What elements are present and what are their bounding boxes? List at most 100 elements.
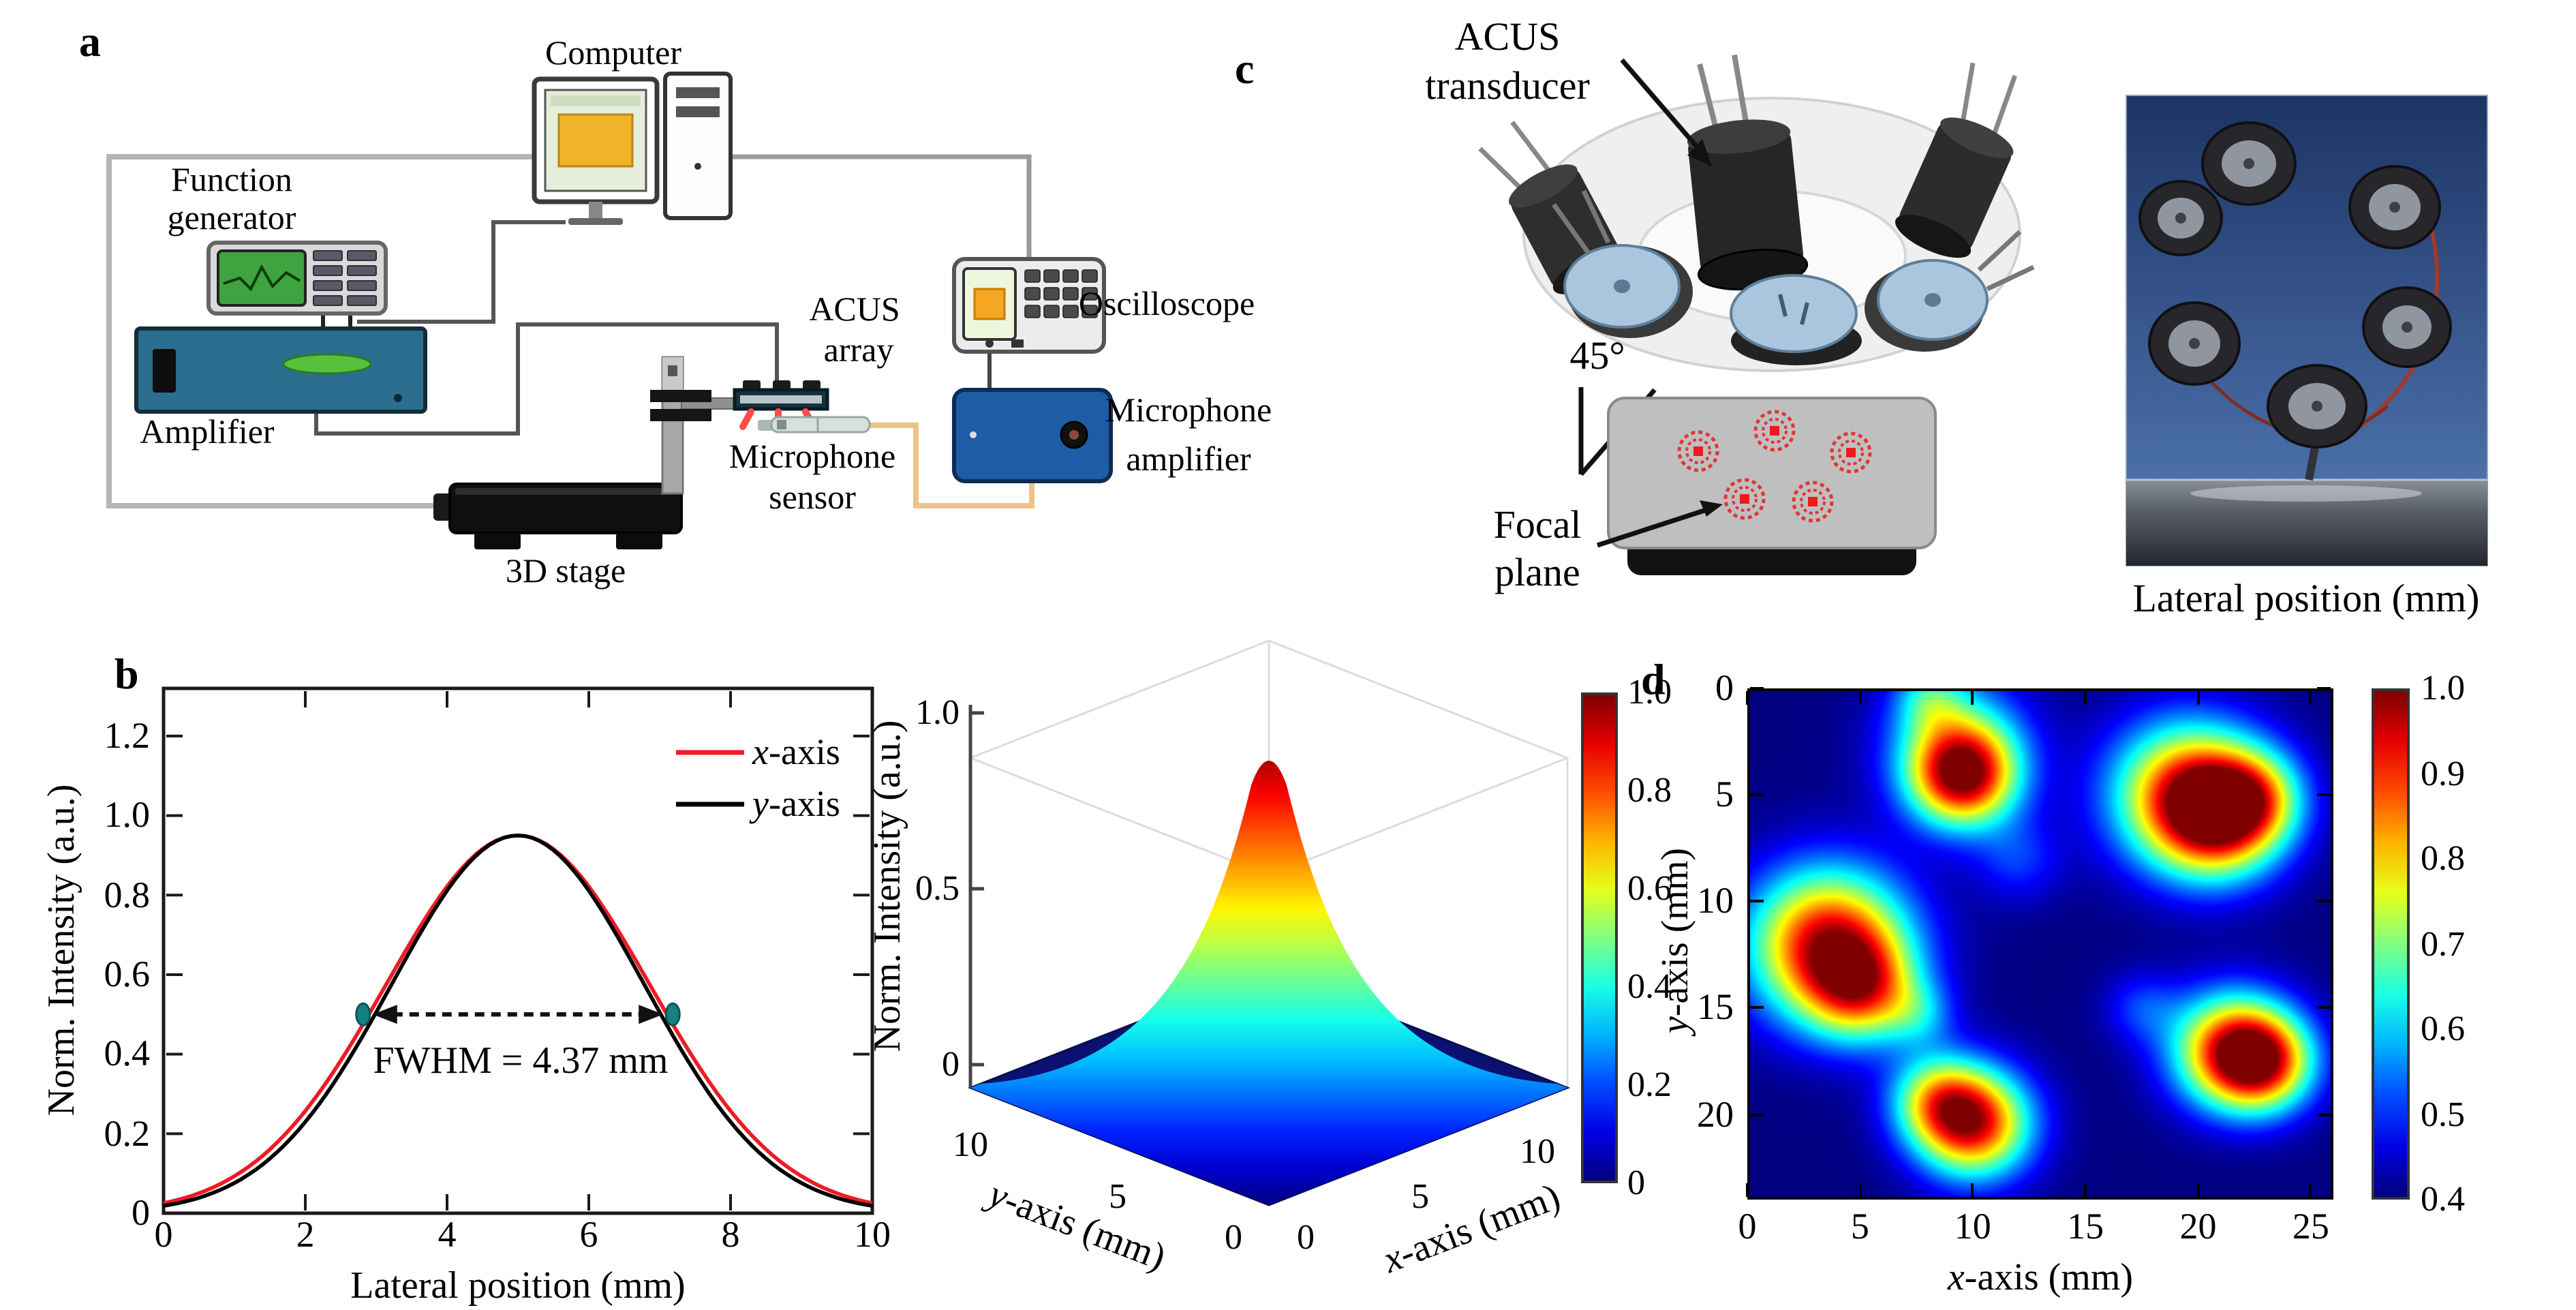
acus-transducer-icon [1730, 274, 1862, 365]
microphone-amplifier-label-line2: amplifier [1126, 442, 1251, 478]
microphone-sensor-label-line2: sensor [769, 480, 856, 517]
b3d-z-tick: 0.5 [915, 868, 960, 908]
angle-45-label: 45° [1569, 335, 1625, 378]
d-y-tick: 0 [1715, 667, 1734, 708]
d-x-tick: 0 [1738, 1206, 1757, 1247]
b3d-x-tick: 10 [1520, 1131, 1555, 1171]
microphone-sensor-label-line1: Microphone [729, 439, 896, 476]
function-generator-label-line2: generator [167, 200, 296, 237]
d-tick-mark [1750, 1006, 1764, 1009]
focal-spot-icon [1792, 481, 1834, 523]
b-plot-x-tick: 10 [854, 1214, 891, 1255]
function-generator-icon [206, 241, 388, 316]
d-tick-mark [2317, 687, 2331, 690]
plot-frame [162, 686, 874, 1215]
stage-3d-icon [433, 483, 683, 549]
d-tick-mark [2084, 1183, 2087, 1197]
d-x-tick: 15 [2067, 1206, 2104, 1247]
d-colorbar-tick: 0.4 [2421, 1179, 2465, 1219]
b3d-colorbar-tick: 0.6 [1627, 868, 1672, 908]
d-colorbar-tick: 0.9 [2421, 753, 2465, 793]
stage-3d-label: 3D stage [505, 553, 626, 590]
d-colorbar-tick: 0.5 [2421, 1094, 2465, 1133]
d-y-tick: 10 [1697, 880, 1734, 921]
pole-icon [650, 356, 739, 495]
b3d-x-tick: 0 [1297, 1217, 1315, 1257]
d-tick-mark [2309, 691, 2312, 705]
oscilloscope-icon [952, 257, 1106, 354]
wire-computer-stage [106, 154, 534, 508]
b3d-colorbar-tick: 0.2 [1627, 1065, 1672, 1104]
wire-amplifier-array [314, 322, 779, 436]
wire-sensor-micamp [868, 423, 1034, 508]
d-x-tick: 20 [2179, 1206, 2217, 1247]
wire-computer-oscilloscope [731, 154, 1032, 262]
b3d-y-tick: 5 [1109, 1176, 1126, 1216]
d-tick-mark [2196, 691, 2200, 705]
wire-computer-generator [357, 220, 566, 324]
d-tick-mark [2317, 1006, 2331, 1009]
b-plot-y-tick: 0.6 [104, 953, 151, 994]
d-tick-mark [2317, 900, 2331, 903]
b3d-z-tick: 0 [942, 1044, 960, 1084]
computer-label: Computer [545, 35, 681, 72]
acus-transducer-icon [1895, 62, 2018, 258]
b-plot-y-tick: 0.4 [104, 1033, 151, 1074]
focal-plane-label-line1: Focal [1493, 504, 1582, 547]
d-tick-mark [1746, 691, 1749, 705]
fwhm-marker [355, 1002, 371, 1026]
b-plot-x-tick: 8 [721, 1214, 740, 1255]
fwhm-arrowhead-right [639, 1005, 664, 1024]
b3d-colorbar [1581, 692, 1618, 1183]
b3d-y-tick: 10 [953, 1125, 988, 1164]
b-plot-y-tick: 0.2 [104, 1112, 151, 1154]
photo-transducer-icon [2138, 121, 2452, 448]
device-photo [2126, 95, 2488, 566]
focal-plane-label-line2: plane [1494, 551, 1580, 595]
focal-spot-icon [1677, 430, 1719, 472]
surface-peak [970, 761, 1567, 1205]
acus-transducer-icon [1552, 189, 1693, 338]
fwhm-marker [664, 1002, 681, 1026]
d-tick-mark [1971, 691, 1974, 705]
function-generator-label-line1: Function [171, 162, 292, 199]
d-y-tick: 20 [1697, 1093, 1734, 1134]
legend-label: x-axis [752, 731, 840, 772]
d-tick-mark [1750, 687, 1764, 690]
b-plot-x-tick: 2 [296, 1214, 315, 1255]
b-plot-y-tick: 1.0 [104, 794, 151, 836]
panel-b-label: b [114, 649, 139, 698]
series-y-axis [163, 833, 873, 1208]
b-plot-xlabel: Lateral position (mm) [350, 1265, 686, 1307]
d-colorbar-tick: 0.6 [2421, 1009, 2465, 1048]
b3d-z-tick: 1.0 [915, 692, 960, 732]
panel-c-label: c [1235, 44, 1255, 93]
transducer-illustration [1478, 54, 2488, 575]
b-plot-y-tick: 1.2 [104, 714, 151, 756]
focal-spot-icon [1753, 410, 1796, 452]
d-xlabel: x-axis (mm) [1947, 1257, 2134, 1299]
panel-a-label: a [79, 16, 101, 65]
b3d-colorbar-tick: 0.8 [1627, 770, 1672, 810]
b3d-colorbar-tick: 0 [1627, 1163, 1645, 1202]
microphone-amplifier-label-line1: Microphone [1105, 393, 1272, 429]
d-tick-mark [2317, 1113, 2331, 1116]
d-tick-mark [1858, 691, 1862, 705]
oscilloscope-label: Oscilloscope [1078, 286, 1255, 323]
b-plot-x-tick: 4 [438, 1214, 457, 1255]
fwhm-annotation: FWHM = 4.37 mm [373, 1040, 669, 1082]
d-tick-mark [1750, 793, 1764, 797]
focal-spot-icon [1830, 431, 1872, 474]
d-y-tick: 5 [1715, 774, 1734, 815]
d-heatmap-frame [1747, 688, 2333, 1200]
d-tick-mark [1750, 1113, 1764, 1116]
d-colorbar-tick: 1.0 [2421, 668, 2465, 707]
acus-transducer-label-line1: ACUS [1454, 16, 1561, 59]
computer-icon [532, 72, 733, 225]
d-x-tick: 25 [2292, 1206, 2329, 1247]
microphone-sensor-icon [758, 416, 871, 433]
d-x-tick: 10 [1954, 1206, 1991, 1247]
d-heatmap [1750, 691, 2331, 1197]
d-tick-mark [1971, 1183, 1974, 1197]
